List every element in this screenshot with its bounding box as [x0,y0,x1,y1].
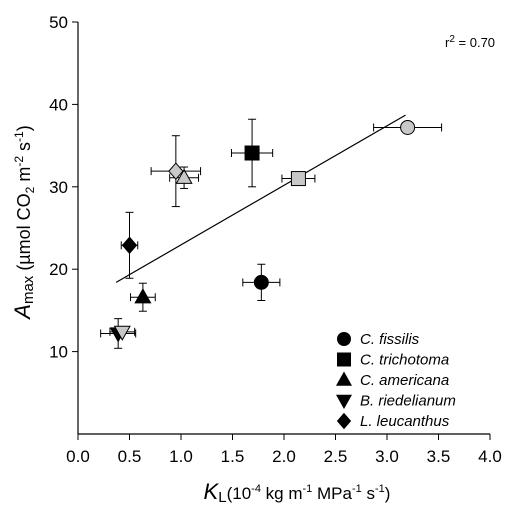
r-squared-main: r [445,35,450,50]
triangle-up-marker [175,168,193,184]
y-axis-label-u3: -2 [12,156,26,167]
x-tick-label: 3.5 [427,447,451,466]
x-axis-label-sub: L [218,489,226,505]
legend-marker [337,352,351,367]
legend-label: C. americana [360,372,449,389]
x-axis-label-u5: -1 [352,483,362,495]
x-tick-label: 2.5 [324,447,348,466]
legend-marker [337,332,351,346]
x-axis-label-u8: ) [385,484,391,503]
regression-line [115,114,406,283]
data-point [373,119,443,135]
legend-marker [335,371,353,386]
y-tick-label: 10 [49,343,68,362]
data-point [130,282,156,312]
y-axis-label-u2: m [14,167,34,187]
data-point [281,171,316,187]
x-tick-label: 0.5 [118,447,142,466]
data-point [169,166,200,189]
circle-marker [400,119,416,135]
square-marker [290,171,306,187]
data-points [100,118,443,349]
x-axis-label-u0: (10 [227,484,252,503]
x-tick-label: 1.5 [221,447,245,466]
regression-line-group [115,114,406,283]
legend-label: C. fissilis [360,331,420,348]
circle-marker [253,274,269,290]
legend: C. fissilis C. trichotoma C. americana B. r… [335,331,456,430]
x-axis-label: KL(10-4 kg m-1 MPa-1 s-1) [204,479,391,505]
legend-label: L. leucanthus [360,413,450,430]
y-axis-label-u1: 2 [23,186,37,193]
y-tick-label: 40 [49,95,68,114]
data-point [150,135,202,208]
x-axis-label-u6: s [362,484,375,503]
data-point [109,325,136,341]
legend-marker [335,394,353,409]
y-tick-label: 50 [49,13,68,32]
y-axis-ticks: 10 20 30 40 50 [49,13,78,362]
x-axis-label-u1: -4 [251,483,261,495]
diamond-marker [121,236,138,255]
x-tick-label: 1.0 [169,447,193,466]
y-axis-label: Amax (µmol CO2 m-2 s-1) [10,125,37,320]
x-tick-label: 2.0 [272,447,296,466]
diamond-marker [168,162,184,180]
x-axis-label-u2: kg m [261,484,303,503]
triangle-up-marker [134,288,152,304]
data-point [242,263,281,302]
x-axis-label-u3: -1 [303,483,313,495]
y-axis-label-u6: ) [14,125,34,131]
x-tick-label: 0.0 [66,447,90,466]
y-axis-label-u0: (µmol CO [14,193,34,275]
x-axis-ticks: 0.0 0.5 1.0 1.5 2.0 2.5 3.0 3.5 4.0 [66,434,502,466]
data-point [230,118,274,188]
y-axis-label-u5: -1 [12,131,26,142]
y-tick-label: 20 [49,260,68,279]
x-tick-label: 3.0 [375,447,399,466]
y-axis-label-u4: s [14,142,34,156]
triangle-down-marker [113,325,131,341]
r-squared-annotation: r2 = 0.70 [445,34,495,50]
x-axis-label-u4: MPa [312,484,352,503]
x-axis-label-main: K [204,479,220,504]
r-squared-sup: 2 [449,34,455,45]
x-axis-label-u7: -1 [375,483,385,495]
square-marker [244,145,260,161]
legend-label: B. riedelianum [360,393,456,410]
legend-label: C. trichotoma [360,352,449,369]
x-tick-label: 4.0 [478,447,502,466]
y-axis-label-main: A [10,304,35,321]
legend-marker [336,412,352,430]
y-axis-label-sub: max [20,275,37,304]
r-squared-value: = 0.70 [455,35,495,50]
y-tick-label: 30 [49,178,68,197]
data-point [120,211,139,279]
